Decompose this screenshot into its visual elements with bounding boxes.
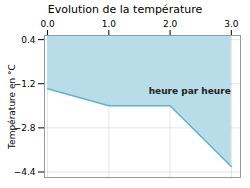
svg-text:−1.2: −1.2 — [14, 79, 36, 89]
svg-text:Température en °C: Température en °C — [7, 64, 17, 150]
svg-text:2.0: 2.0 — [163, 19, 178, 29]
svg-text:3.0: 3.0 — [224, 19, 239, 29]
svg-text:0.4: 0.4 — [21, 35, 36, 45]
svg-text:1.0: 1.0 — [102, 19, 117, 29]
svg-text:−2.8: −2.8 — [14, 123, 36, 133]
svg-text:0.0: 0.0 — [40, 19, 55, 29]
html-text:Evolution de la température: Evolution de la température — [47, 3, 203, 16]
svg-text:heure par heure: heure par heure — [149, 86, 231, 96]
svg-text:−4.4: −4.4 — [14, 167, 36, 177]
